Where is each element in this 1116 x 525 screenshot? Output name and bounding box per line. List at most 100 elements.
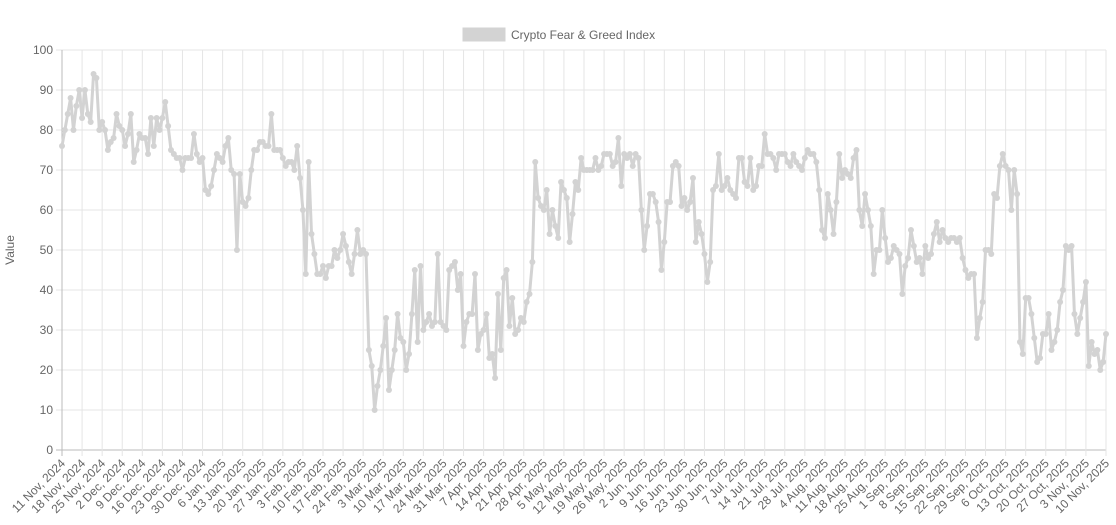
data-point [655,219,662,225]
data-point [1037,355,1044,361]
data-point [147,115,154,121]
data-point [566,239,573,245]
data-point [130,159,137,165]
data-point [294,143,301,149]
data-point [939,227,946,233]
data-point [644,223,651,229]
data-point [558,179,565,185]
data-point [474,347,481,353]
data-point [426,311,433,317]
data-point [480,327,487,333]
data-point [712,183,719,189]
data-point [64,111,71,117]
data-point [331,247,338,253]
y-tick-label: 90 [40,83,54,97]
data-point [689,175,696,181]
data-point [1071,311,1078,317]
data-point [87,119,94,125]
data-point [348,271,355,277]
data-point [176,155,183,161]
data-point [658,267,665,273]
data-point [328,263,335,269]
data-point [882,235,889,241]
data-point [847,175,854,181]
data-point [365,347,372,353]
data-point [311,251,318,257]
data-point [833,199,840,205]
data-point [1068,243,1075,249]
data-point [701,251,708,257]
data-point [503,267,510,273]
data-point [724,175,731,181]
data-point [899,291,906,297]
data-point [996,163,1003,169]
data-point [1051,339,1058,345]
data-point [910,243,917,249]
data-point [383,315,390,321]
data-point [824,191,831,197]
data-point [1028,311,1035,317]
data-point [279,155,286,161]
data-point [1080,299,1087,305]
data-point [497,347,504,353]
data-point [506,323,513,329]
data-point [288,159,295,165]
data-point [907,227,914,233]
data-point [816,187,823,193]
data-point [753,183,760,189]
y-tick-label: 10 [40,403,54,417]
data-point [127,111,134,117]
data-point [532,159,539,165]
data-point [188,155,195,161]
y-tick-label: 40 [40,283,54,297]
data-point [836,151,843,157]
data-point [205,191,212,197]
data-point [592,155,599,161]
data-point [99,119,106,125]
data-point [1048,347,1055,353]
data-point [61,127,68,133]
data-point [856,207,863,213]
data-point [922,243,929,249]
data-point [363,251,370,257]
data-point [781,151,788,157]
data-point [337,247,344,253]
data-point [320,263,326,269]
data-point [747,155,754,161]
data-point [150,143,157,149]
data-point [661,239,668,245]
data-point [681,195,688,201]
data-point [526,291,533,297]
data-point [110,135,117,141]
data-point [411,267,418,273]
data-point [159,115,166,121]
data-point [876,247,883,253]
data-point [839,175,846,181]
data-point [956,235,963,241]
data-point [345,259,352,265]
data-point [165,123,172,129]
data-point [773,167,780,173]
data-point [787,163,794,169]
data-point [1100,359,1107,365]
data-point [211,167,218,173]
data-point [578,155,585,161]
data-point [79,115,86,121]
data-point [406,351,413,357]
data-point [555,235,562,241]
data-point [598,163,605,169]
data-point [867,223,874,229]
data-point [905,255,912,261]
data-point [233,247,240,253]
data-point [819,227,826,233]
data-point [589,167,596,173]
data-point [916,255,923,261]
data-point [73,103,80,109]
data-point [122,143,129,149]
data-point [988,251,995,257]
data-point [552,223,559,229]
data-point [431,319,438,325]
y-tick-label: 60 [40,203,54,217]
data-point [1005,167,1012,173]
